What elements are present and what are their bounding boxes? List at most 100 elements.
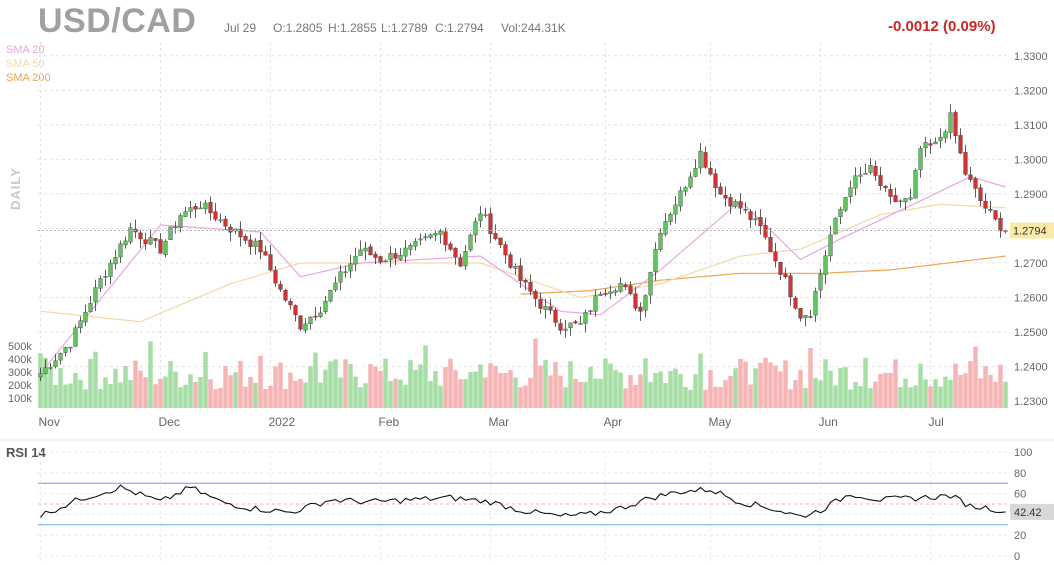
candle-up xyxy=(658,233,663,250)
candle-up xyxy=(323,300,328,312)
candle-up xyxy=(863,173,868,175)
volume-bar xyxy=(103,377,108,408)
volume-bar xyxy=(508,370,513,408)
candle-down xyxy=(548,306,553,311)
candle-down xyxy=(528,281,533,292)
volume-bar xyxy=(98,388,103,408)
candle-up xyxy=(688,176,693,188)
volume-bar xyxy=(193,381,198,408)
candle-down xyxy=(193,206,198,210)
legend-sma20[interactable]: SMA 20 xyxy=(6,44,45,56)
candle-up xyxy=(43,367,48,374)
candle-up xyxy=(413,240,418,247)
volume-bar xyxy=(818,380,823,408)
candle-down xyxy=(518,265,523,281)
candle-down xyxy=(628,285,633,294)
candle-down xyxy=(883,185,888,189)
volume-bar xyxy=(703,389,708,408)
volume-bar xyxy=(588,366,593,408)
candle-up xyxy=(418,238,423,241)
volume-bar xyxy=(793,379,798,408)
candle-up xyxy=(433,233,438,236)
candle-down xyxy=(223,218,228,227)
volume-bar xyxy=(958,375,963,408)
volume-bar xyxy=(228,375,233,408)
candle-down xyxy=(153,238,158,241)
volume-bar xyxy=(668,370,673,408)
volume-bar xyxy=(593,378,598,408)
y-tick-label: 1.3000 xyxy=(1014,154,1048,166)
candle-down xyxy=(718,186,723,195)
volume-bar xyxy=(53,385,58,408)
volume-bar xyxy=(323,369,328,408)
volume-bar xyxy=(138,370,143,408)
volume-bar xyxy=(648,382,653,408)
candle-up xyxy=(643,295,648,311)
candle-down xyxy=(873,166,878,176)
volume-bar xyxy=(803,387,808,408)
volume-bar xyxy=(448,358,453,408)
candle-down xyxy=(493,233,498,239)
candle-down xyxy=(968,174,973,180)
volume-bar xyxy=(613,370,618,408)
candle-up xyxy=(73,327,78,347)
candle-down xyxy=(453,247,458,257)
volume-bar xyxy=(738,358,743,408)
rsi-value-tag xyxy=(1010,503,1054,520)
volume-bar xyxy=(108,384,113,408)
candle-up xyxy=(163,240,168,255)
legend-sma200[interactable]: SMA 200 xyxy=(6,72,51,84)
candle-up xyxy=(943,131,948,139)
candle-down xyxy=(973,178,978,189)
candle-down xyxy=(893,195,898,202)
candle-down xyxy=(208,202,213,214)
candle-up xyxy=(178,215,183,228)
candle-up xyxy=(868,165,873,173)
volume-bar xyxy=(533,338,538,408)
candle-down xyxy=(738,201,743,209)
candle-up xyxy=(673,204,678,215)
volume-bar xyxy=(213,389,218,408)
candle-up xyxy=(203,202,208,210)
candle-down xyxy=(743,209,748,211)
volume-bar xyxy=(788,389,793,408)
candle-down xyxy=(783,273,788,278)
volume-bar xyxy=(468,371,473,408)
candle-up xyxy=(168,226,173,240)
volume-bar xyxy=(963,373,968,408)
close-value: C:1.2794 xyxy=(435,21,484,35)
volume-bar xyxy=(968,361,973,408)
legend-sma50[interactable]: SMA 50 xyxy=(6,58,45,70)
volume-bar xyxy=(843,367,848,408)
rsi-tick-label: 100 xyxy=(1014,447,1032,459)
candle-up xyxy=(933,141,938,145)
volume-bar xyxy=(683,386,688,408)
volume-bar xyxy=(433,371,438,408)
candle-down xyxy=(878,175,883,186)
volume-bar xyxy=(663,383,668,408)
candle-down xyxy=(488,213,493,235)
volume-bar xyxy=(223,365,228,408)
volume-bar xyxy=(933,379,938,408)
candle-up xyxy=(668,213,673,223)
volume-bar xyxy=(73,372,78,408)
candle-up xyxy=(113,257,118,265)
volume-bar xyxy=(308,366,313,408)
candle-up xyxy=(63,347,68,353)
volume-bar xyxy=(748,384,753,408)
volume-bar xyxy=(328,361,333,408)
candle-up xyxy=(123,240,128,246)
volume-bar xyxy=(723,380,728,408)
volume-bar xyxy=(273,366,278,408)
volume-bar xyxy=(183,384,188,408)
volume-bar xyxy=(523,385,528,408)
candle-up xyxy=(103,276,108,278)
candle-up xyxy=(358,249,363,256)
volume-bar xyxy=(288,372,293,408)
volume-tick-label: 300k xyxy=(8,367,32,379)
candle-down xyxy=(633,293,638,309)
volume-bar xyxy=(718,387,723,408)
candle-down xyxy=(393,253,398,259)
candle-up xyxy=(618,283,623,292)
